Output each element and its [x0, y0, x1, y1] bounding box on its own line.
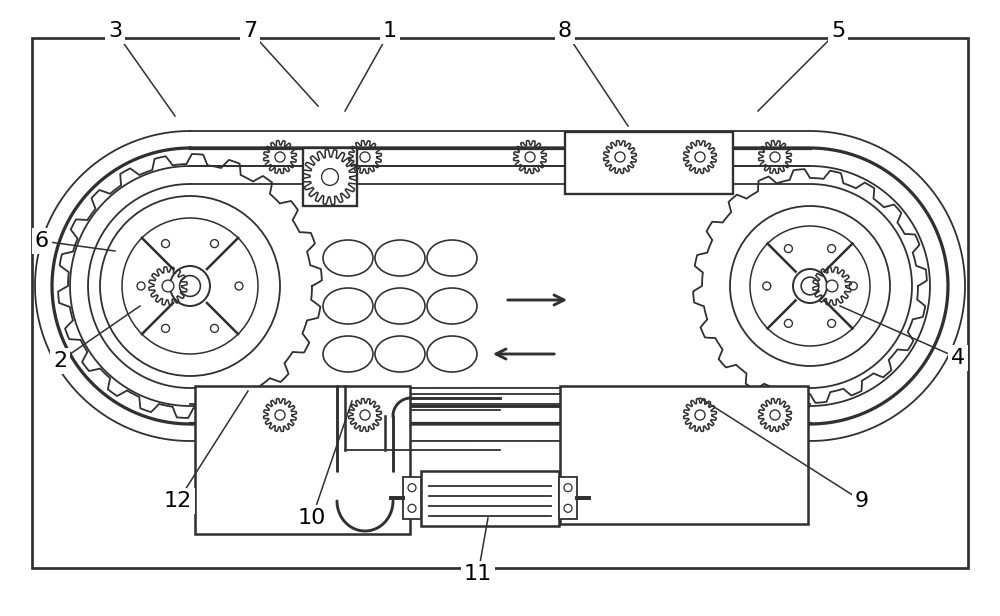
Text: 7: 7	[243, 21, 257, 41]
Circle shape	[828, 245, 836, 253]
Text: 1: 1	[383, 21, 397, 41]
Circle shape	[750, 226, 870, 346]
Circle shape	[408, 505, 416, 513]
Bar	[303, 148, 357, 206]
Circle shape	[695, 152, 705, 162]
Circle shape	[763, 282, 771, 290]
Circle shape	[235, 282, 243, 290]
Bar	[403, 477, 421, 519]
Text: 3: 3	[108, 21, 122, 41]
Circle shape	[162, 280, 174, 292]
Circle shape	[849, 282, 857, 290]
Circle shape	[100, 196, 280, 376]
Text: 5: 5	[831, 21, 845, 41]
Bar	[421, 471, 559, 525]
Circle shape	[275, 410, 285, 420]
Circle shape	[793, 269, 827, 303]
Text: 4: 4	[951, 348, 965, 368]
Circle shape	[784, 245, 792, 253]
Circle shape	[322, 169, 338, 185]
Bar	[565, 132, 733, 194]
Circle shape	[360, 152, 370, 162]
Circle shape	[615, 152, 625, 162]
Circle shape	[210, 325, 218, 333]
Circle shape	[162, 325, 170, 333]
Circle shape	[275, 152, 285, 162]
Bar	[559, 477, 577, 519]
Text: 12: 12	[164, 491, 192, 511]
Circle shape	[564, 484, 572, 492]
Circle shape	[137, 282, 145, 290]
Bar	[560, 386, 808, 524]
Circle shape	[828, 320, 836, 328]
Circle shape	[695, 410, 705, 420]
Circle shape	[525, 152, 535, 162]
Circle shape	[784, 320, 792, 328]
Circle shape	[801, 277, 819, 295]
Circle shape	[770, 152, 780, 162]
Text: 2: 2	[53, 351, 67, 371]
Circle shape	[170, 266, 210, 306]
Circle shape	[564, 505, 572, 513]
Circle shape	[122, 218, 258, 354]
Circle shape	[162, 240, 170, 248]
Text: 9: 9	[855, 491, 869, 511]
Text: 10: 10	[298, 508, 326, 528]
Text: 8: 8	[558, 21, 572, 41]
Bar	[32, 38, 968, 568]
Circle shape	[770, 410, 780, 420]
Circle shape	[180, 275, 200, 296]
Circle shape	[826, 280, 838, 292]
Circle shape	[408, 484, 416, 492]
Text: 6: 6	[35, 231, 49, 251]
Bar	[195, 386, 410, 534]
Text: 11: 11	[464, 564, 492, 584]
Circle shape	[360, 410, 370, 420]
Circle shape	[210, 240, 218, 248]
Circle shape	[730, 206, 890, 366]
